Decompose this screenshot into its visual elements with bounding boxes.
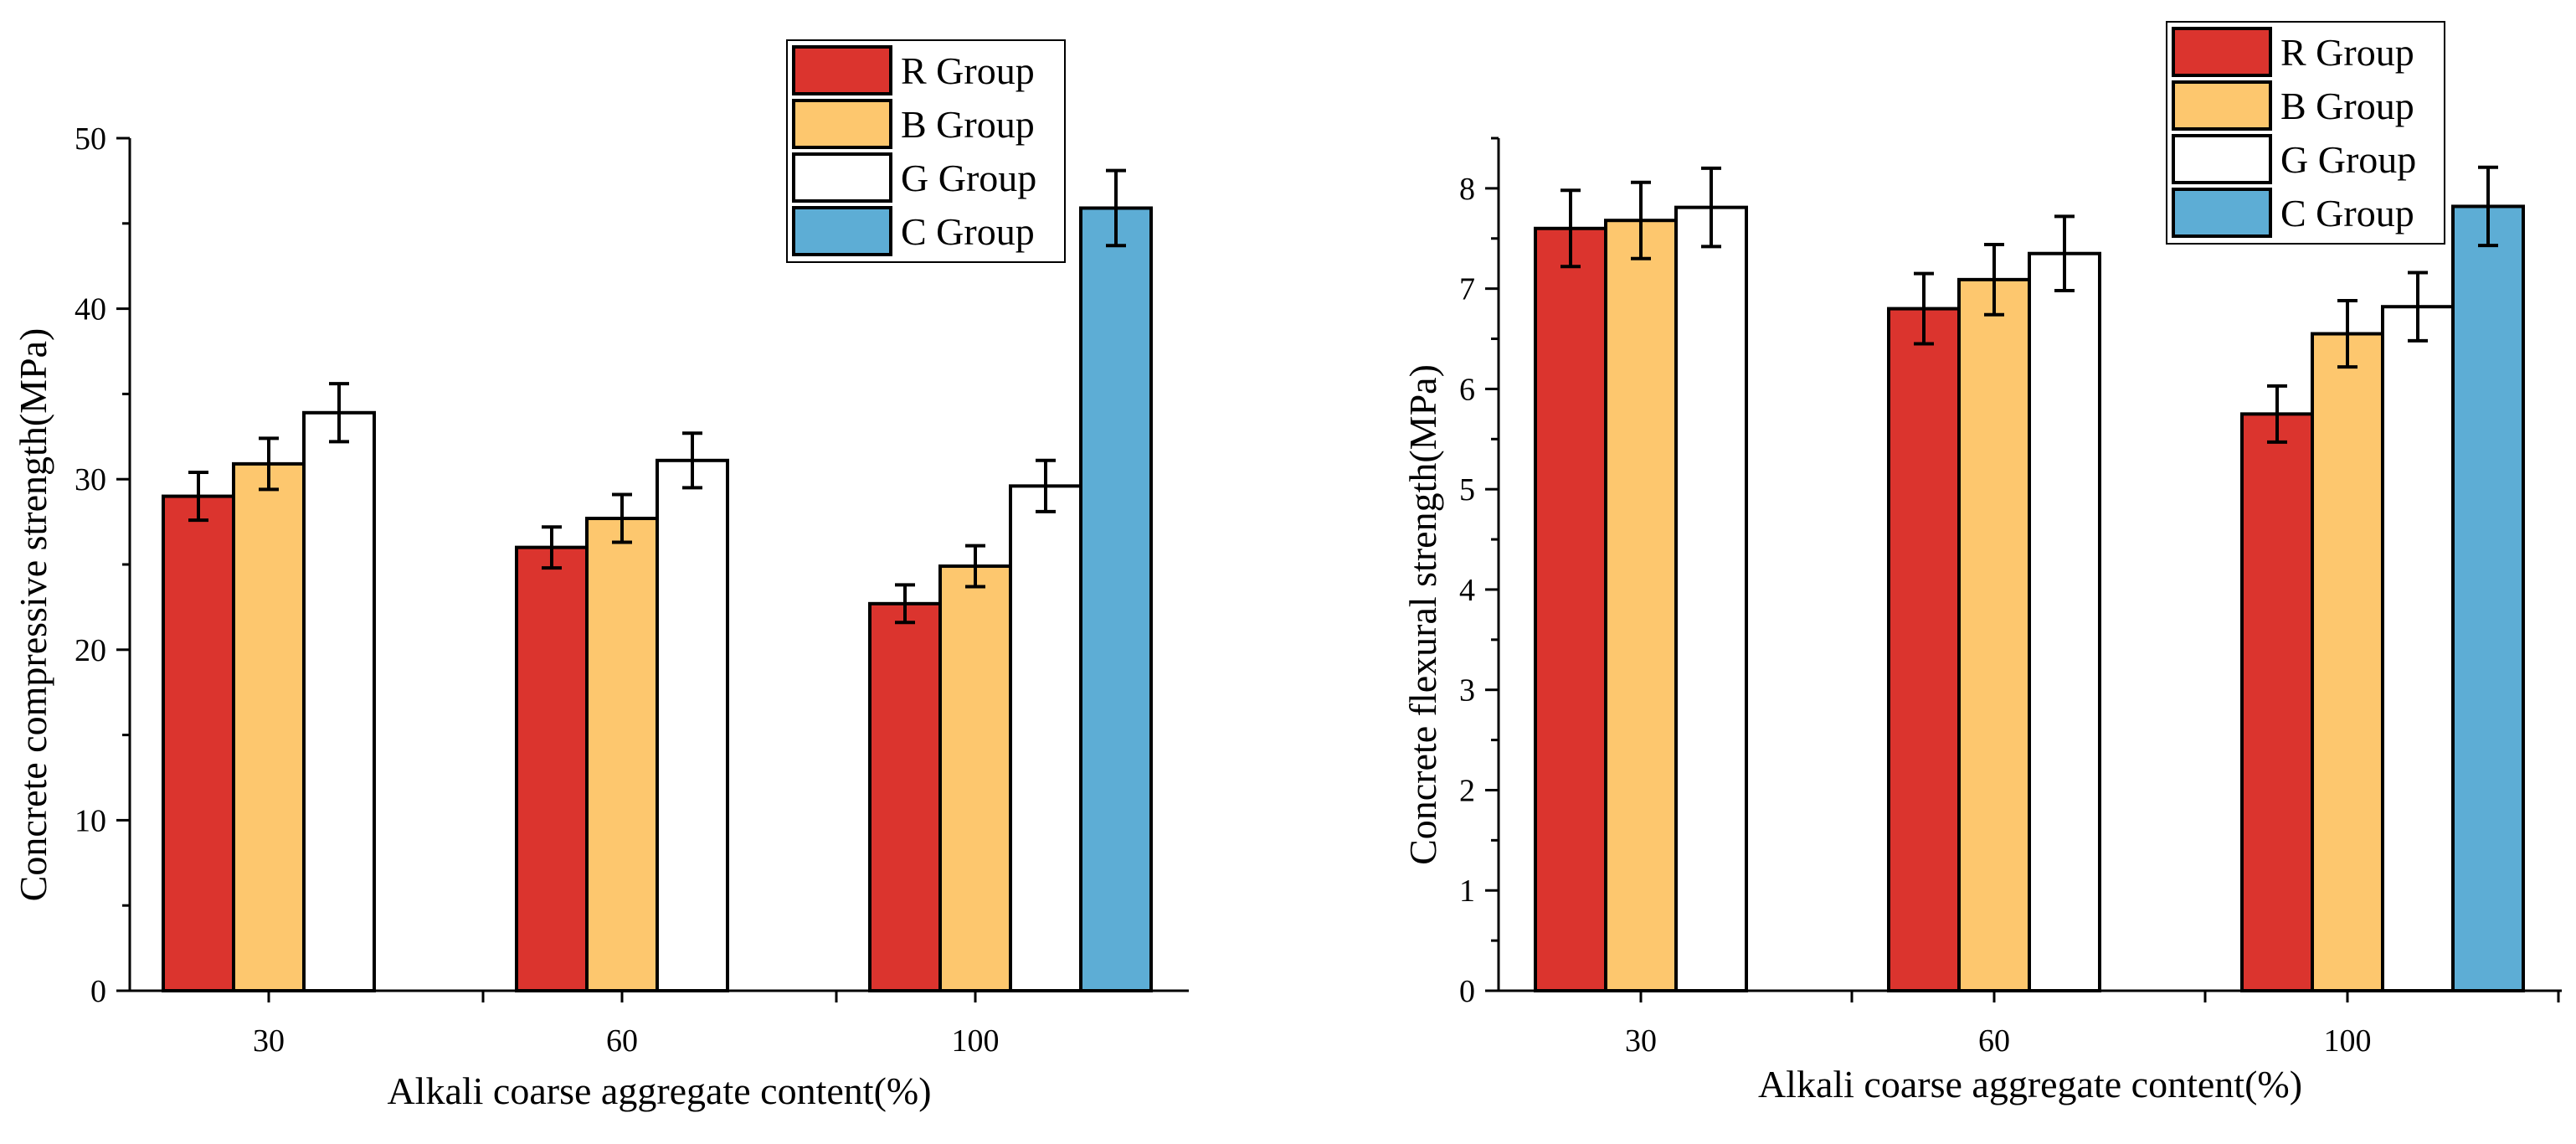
y-tick-label: 4: [1459, 573, 1475, 608]
error-bar-r-group-30: [1561, 188, 1581, 269]
legend-swatch: [2172, 134, 2272, 184]
legend-item-b-group: B Group: [792, 99, 1035, 149]
x-tick-label-30: 30: [253, 1023, 285, 1059]
error-bar-r-group-100: [895, 583, 915, 625]
error-bar-g-group-30: [1701, 166, 1721, 249]
error-bar-b-group-60: [1984, 242, 2004, 317]
y-tick-label: 8: [1459, 172, 1475, 207]
x-tick-label-100: 100: [2324, 1023, 2372, 1059]
legend-label: G Group: [901, 157, 1036, 199]
y-tick-label: 30: [75, 462, 106, 497]
legend-swatch: [2172, 188, 2272, 238]
error-bar-b-group-30: [259, 436, 279, 492]
y-tick-label: 20: [75, 633, 106, 668]
legend-item-c-group: C Group: [792, 206, 1035, 256]
y-tick-label: 5: [1459, 472, 1475, 508]
bar-g-group-30: [302, 410, 376, 992]
bar-g-group-100: [2381, 305, 2455, 992]
legend-label: G Group: [2280, 138, 2416, 181]
x-tick-label-60: 60: [1978, 1023, 2010, 1059]
bar-r-group-100: [868, 601, 942, 992]
bar-g-group-60: [656, 458, 729, 992]
x-tick-label-60: 60: [606, 1023, 638, 1059]
legend: R Group B Group G Group C Group: [2166, 21, 2445, 245]
legend-label: R Group: [901, 49, 1035, 92]
legend-swatch: [792, 152, 892, 203]
error-bar-g-group-100: [2408, 271, 2428, 343]
y-axis-title: Concrete flexural strength(MPa): [1401, 364, 1444, 865]
y-tick-label: 6: [1459, 372, 1475, 407]
legend-label: R Group: [2280, 31, 2414, 74]
legend-swatch: [2172, 27, 2272, 77]
error-bar-b-group-30: [1631, 180, 1651, 260]
legend-swatch: [792, 45, 892, 95]
legend: R Group B Group G Group C Group: [786, 39, 1066, 263]
bar-g-group-60: [2028, 251, 2101, 992]
error-bar-b-group-60: [612, 492, 632, 544]
legend-label: B Group: [901, 103, 1035, 146]
y-tick-label: 0: [1459, 974, 1475, 1009]
bar-r-group-30: [1534, 226, 1607, 993]
y-axis-title: Concrete compressive strength(MPa): [12, 328, 54, 902]
flexural-strength-chart: 0 1 2 3 4 5 6 7 8 30 60 100 Alkali coarse aggregate …: [1401, 21, 2562, 1105]
bar-g-group-30: [1674, 205, 1748, 993]
legend-item-g-group: G Group: [2172, 134, 2416, 184]
y-tick-label: 40: [75, 292, 106, 327]
legend-swatch: [792, 99, 892, 149]
compressive-strength-chart: 0 10 20 30 40 50 30 60 100 Alkali coarse aggregat…: [12, 39, 1189, 1112]
x-axis-title: Alkali coarse aggregate content(%): [387, 1069, 931, 1112]
y-tick-label: 3: [1459, 673, 1475, 709]
error-bar-r-group-100: [2267, 384, 2287, 444]
legend-item-c-group: C Group: [2172, 188, 2414, 238]
error-bar-r-group-60: [1914, 271, 1934, 346]
error-bar-c-group-100: [2478, 165, 2498, 248]
y-tick-label: 2: [1459, 773, 1475, 808]
y-tick-label: 0: [90, 974, 106, 1009]
error-bar-b-group-100: [2337, 299, 2357, 369]
error-bar-g-group-100: [1036, 458, 1056, 513]
legend-label: B Group: [2280, 85, 2414, 127]
y-tick-label: 10: [75, 803, 106, 838]
bar-r-group-100: [2240, 412, 2314, 992]
y-tick-label: 7: [1459, 272, 1475, 307]
legend-item-r-group: R Group: [792, 45, 1035, 95]
y-tick-label: 1: [1459, 873, 1475, 909]
error-bar-g-group-30: [329, 382, 349, 444]
bar-b-group-30: [1604, 219, 1678, 993]
y-tick-label: 50: [75, 121, 106, 157]
error-bar-c-group-100: [1106, 168, 1126, 248]
bar-r-group-30: [162, 494, 235, 992]
error-bar-b-group-100: [965, 544, 985, 589]
bar-r-group-60: [515, 545, 589, 992]
error-bar-r-group-30: [188, 471, 208, 523]
legend-swatch: [792, 206, 892, 256]
error-bar-g-group-60: [2054, 214, 2075, 293]
bar-c-group-100: [2451, 204, 2525, 992]
bar-b-group-100: [938, 564, 1012, 992]
bar-r-group-60: [1887, 307, 1961, 993]
bar-b-group-60: [585, 517, 659, 992]
legend-label: C Group: [2280, 192, 2414, 234]
error-bar-g-group-60: [682, 431, 702, 490]
x-tick-label-30: 30: [1625, 1023, 1657, 1059]
legend-item-b-group: B Group: [2172, 80, 2414, 131]
bar-b-group-30: [232, 461, 306, 992]
legend-swatch: [2172, 80, 2272, 131]
bar-g-group-100: [1009, 484, 1082, 992]
error-bar-r-group-60: [542, 525, 562, 570]
legend-label: C Group: [901, 210, 1035, 253]
legend-item-g-group: G Group: [792, 152, 1036, 203]
bar-c-group-100: [1079, 206, 1153, 992]
bar-b-group-60: [1957, 277, 2031, 992]
x-axis-title: Alkali coarse aggregate content(%): [1758, 1063, 2302, 1105]
x-tick-label-100: 100: [952, 1023, 1000, 1059]
legend-item-r-group: R Group: [2172, 27, 2414, 77]
bar-b-group-100: [2311, 332, 2384, 992]
